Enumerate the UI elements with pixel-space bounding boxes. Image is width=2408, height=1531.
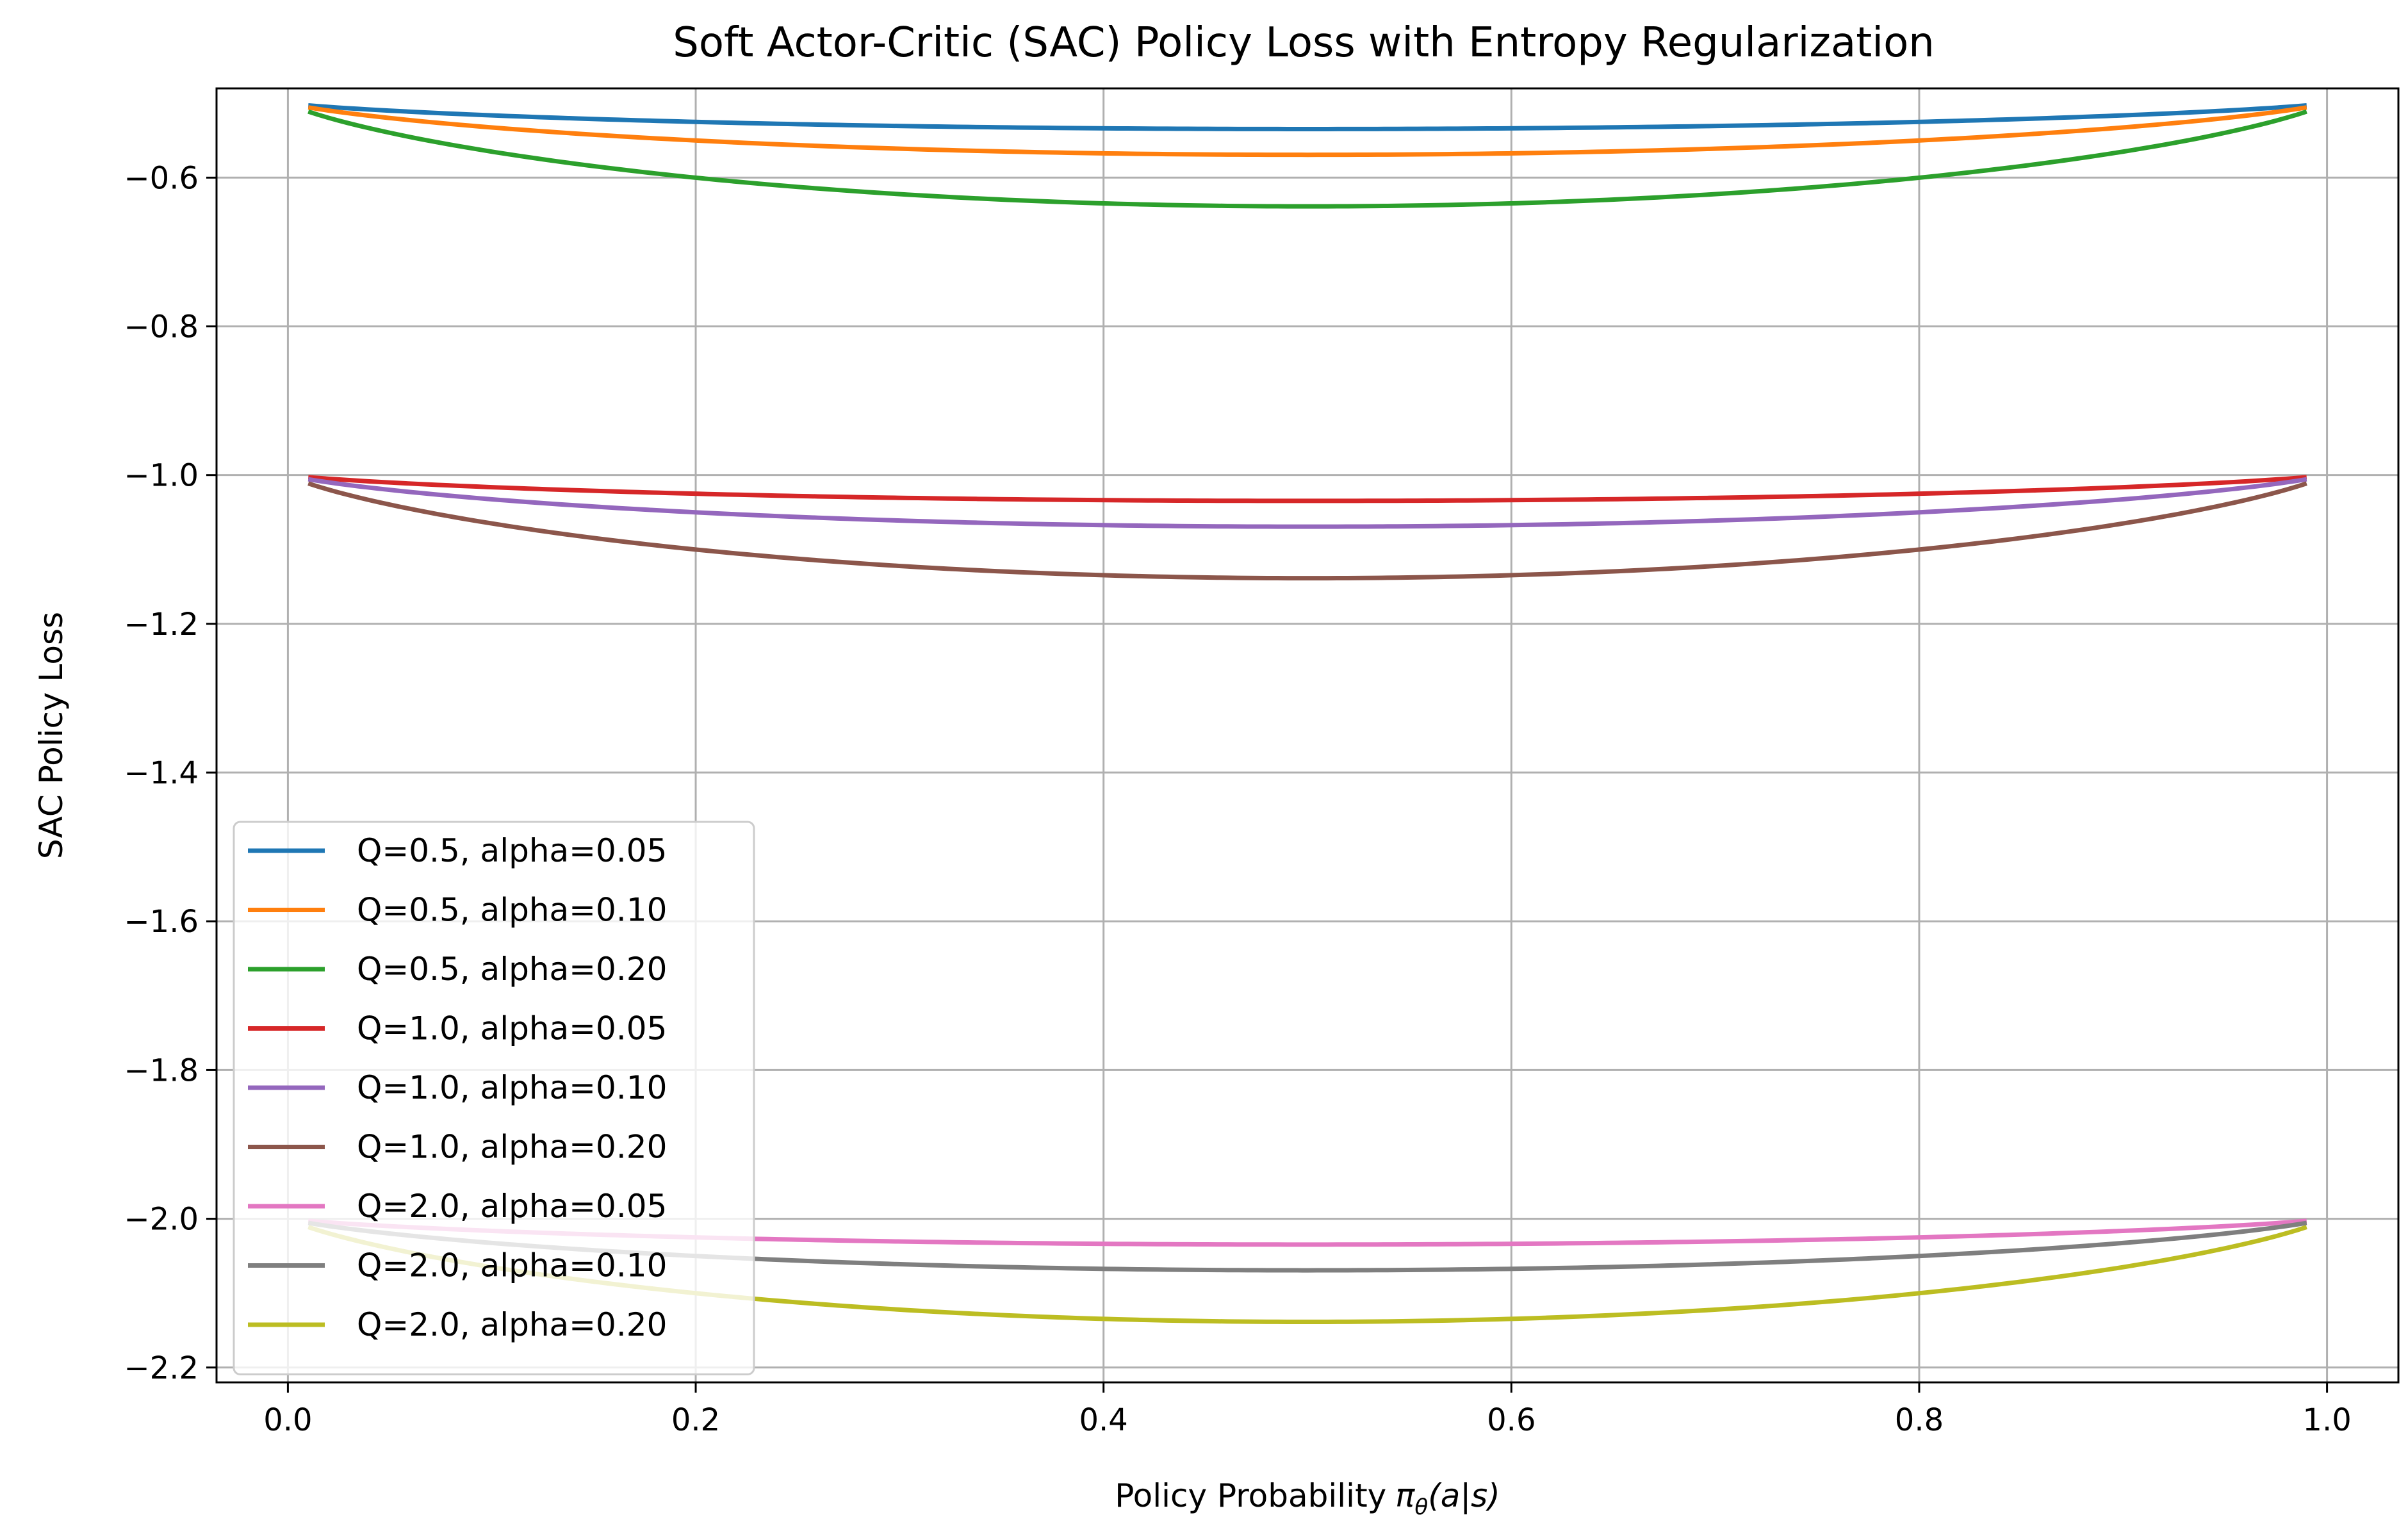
plot-frame <box>215 87 2400 1384</box>
chart-title: Soft Actor-Critic (SAC) Policy Loss with… <box>673 19 1935 67</box>
x-tick-label: 1.0 <box>2302 1402 2351 1438</box>
y-tick-label: −2.2 <box>124 1350 199 1386</box>
legend-label: Q=0.5, alpha=0.05 <box>357 832 667 869</box>
y-tick-label: −1.4 <box>124 755 199 791</box>
y-tick-label: −2.0 <box>124 1202 199 1238</box>
y-axis-label: SAC Policy Loss <box>33 612 70 859</box>
legend-label: Q=2.0, alpha=0.10 <box>357 1247 667 1284</box>
series-line <box>307 102 2307 131</box>
legend-label: Q=1.0, alpha=0.20 <box>357 1129 667 1166</box>
series-line <box>307 105 2307 158</box>
legend-label: Q=1.0, alpha=0.10 <box>357 1069 667 1106</box>
y-tick-label: −0.6 <box>124 160 199 196</box>
x-tick-label: 0.6 <box>1487 1402 1536 1438</box>
y-tick-label: −0.8 <box>124 309 199 345</box>
legend-label: Q=2.0, alpha=0.20 <box>357 1306 667 1343</box>
series-line <box>307 109 2307 209</box>
y-tick-label: −1.0 <box>124 458 199 494</box>
y-tick-label: −1.2 <box>124 607 199 643</box>
series-line <box>307 475 2307 504</box>
series-line <box>307 477 2307 529</box>
grid <box>217 88 2398 1382</box>
legend: Q=0.5, alpha=0.05 Q=0.5, alpha=0.10 Q=0.5,… <box>233 821 755 1375</box>
x-tick-label: 0.8 <box>1895 1402 1944 1438</box>
y-tick-label: −1.8 <box>124 1052 199 1088</box>
legend-label: Q=2.0, alpha=0.05 <box>357 1188 667 1225</box>
legend-label: Q=0.5, alpha=0.10 <box>357 892 667 929</box>
x-axis-label: Policy Probability πθ(a|s) <box>1115 1477 1500 1520</box>
legend-label: Q=1.0, alpha=0.05 <box>357 1010 667 1047</box>
x-tick-label: 0.2 <box>671 1402 720 1438</box>
legend-box <box>233 821 755 1375</box>
legend-label: Q=0.5, alpha=0.20 <box>357 951 667 988</box>
series-line <box>307 481 2307 581</box>
axis-ticks: 0.0 0.2 0.4 0.6 0.8 1.0 −0.6 −0.8 −1.0 −1.2 −1.4 −1… <box>124 160 2351 1438</box>
x-tick-label: 0.4 <box>1079 1402 1128 1438</box>
x-tick-label: 0.0 <box>263 1402 312 1438</box>
y-tick-label: −1.6 <box>124 904 199 940</box>
